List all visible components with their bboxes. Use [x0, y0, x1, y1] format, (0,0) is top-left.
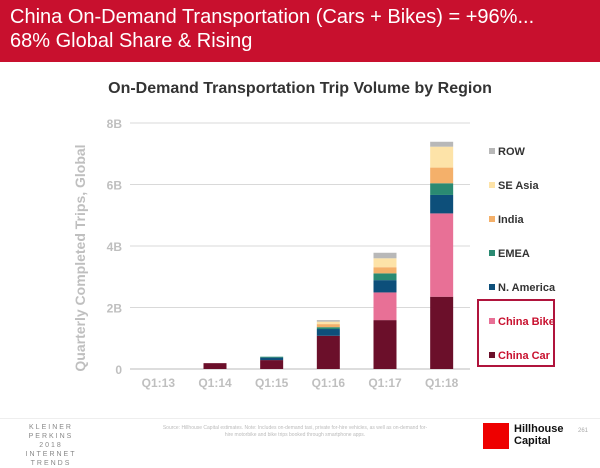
bar-row [316, 320, 340, 322]
legend-label: India [498, 214, 525, 226]
brand-line1: Hillhouse [514, 423, 564, 435]
legend-label: EMEA [498, 248, 530, 260]
header-line1: China On-Demand Transportation (Cars + B… [10, 6, 535, 28]
y-tick-label: 8B [107, 117, 123, 131]
page-number: 261 [578, 428, 589, 434]
bar-china-car [316, 335, 340, 369]
x-tick-label: Q1:18 [425, 376, 459, 390]
bar-china-car [203, 363, 227, 369]
brand-line2: Capital [514, 435, 551, 447]
bar-india [316, 324, 340, 328]
bar-india [430, 167, 454, 184]
bar-india [373, 267, 397, 274]
kp-title: INTERNET TRENDS [25, 451, 77, 467]
bar-emea [316, 327, 340, 330]
bar-n-america [430, 194, 454, 214]
legend-highlight-box [477, 299, 555, 367]
bar-china-car [430, 296, 454, 369]
bar-n-america [260, 357, 284, 361]
chart-title: On-Demand Transportation Trip Volume by … [108, 80, 492, 97]
legend-swatch [489, 216, 495, 222]
bar-china-bike [430, 213, 454, 297]
kp-name: KLEINER PERKINS [28, 424, 74, 440]
x-tick-label: Q1:16 [312, 376, 346, 390]
bar-row [373, 252, 397, 259]
header-line2: 68% Global Share & Rising [10, 30, 253, 52]
x-tick-label: Q1:17 [368, 376, 402, 390]
bar-n-america [316, 329, 340, 336]
y-tick-label: 6B [107, 179, 123, 193]
bar-se-asia [430, 146, 454, 168]
bar-china-car [260, 360, 284, 369]
bar-china-bike [373, 292, 397, 321]
legend-swatch [489, 284, 495, 290]
bar-emea [430, 183, 454, 195]
slide-header: China On-Demand Transportation (Cars + B… [0, 0, 600, 62]
x-tick-label: Q1:15 [255, 376, 289, 390]
legend-swatch [489, 148, 495, 154]
legend-label: China Car [498, 350, 551, 362]
bar-emea [260, 356, 284, 358]
legend-swatch [489, 182, 495, 188]
legend-label: N. America [498, 282, 556, 294]
bar-china-car [373, 320, 397, 369]
legend-swatch [489, 352, 495, 358]
x-tick-label: Q1:14 [198, 376, 232, 390]
kp-logo: KLEINER PERKINS 2018 INTERNET TRENDS [6, 423, 96, 468]
chart: 0 2B 4B 6B 8B Q1:13 Q1:14 Q1:15 Q1:16 Q1:17 Q1:18 R… [107, 117, 556, 390]
y-tick-label: 4B [107, 240, 123, 254]
bar-row [430, 141, 454, 147]
legend-label: China Bike [498, 316, 555, 328]
hillhouse-logo-icon [483, 423, 509, 449]
legend-swatch [489, 250, 495, 256]
x-tick-label: Q1:13 [142, 376, 176, 390]
bar-se-asia [373, 258, 397, 268]
y-tick-label: 0 [115, 363, 122, 377]
legend-swatch [489, 318, 495, 324]
kp-year: 2018 [39, 442, 63, 449]
footer: KLEINER PERKINS 2018 INTERNET TRENDS Sou… [0, 418, 600, 467]
hillhouse-brand: Hillhouse Capital [514, 423, 564, 447]
bar-emea [373, 273, 397, 281]
bar-n-america [373, 280, 397, 293]
legend-label: SE Asia [498, 180, 539, 192]
source-note: Source: Hillhouse Capital estimates. Not… [162, 425, 428, 438]
bar-se-asia [316, 321, 340, 325]
legend-label: ROW [498, 146, 526, 158]
y-tick-label: 2B [107, 302, 123, 316]
